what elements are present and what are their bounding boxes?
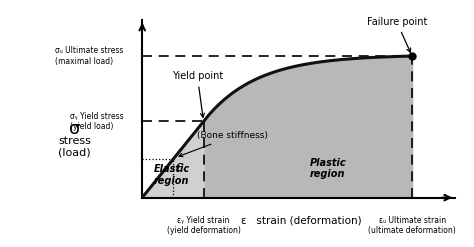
Text: Plastic
region: Plastic region xyxy=(310,158,346,179)
Text: Yield point: Yield point xyxy=(172,71,223,117)
Text: σᵧ Yield stress
(yield load): σᵧ Yield stress (yield load) xyxy=(70,112,124,131)
Text: σᵤ Ultimate stress
(maximal load): σᵤ Ultimate stress (maximal load) xyxy=(55,46,124,66)
Text: ε   strain (deformation): ε strain (deformation) xyxy=(241,216,362,226)
Text: σ: σ xyxy=(69,120,81,138)
Text: Failure point: Failure point xyxy=(366,17,427,52)
Text: E: E xyxy=(176,163,182,173)
Text: εᵤ Ultimate strain
(ultimate deformation): εᵤ Ultimate strain (ultimate deformation… xyxy=(368,216,456,235)
Text: (Bone stiffness): (Bone stiffness) xyxy=(179,131,268,157)
Text: Elastic
region: Elastic region xyxy=(154,164,190,185)
Text: stress
(load): stress (load) xyxy=(58,136,91,158)
Text: εᵧ Yield strain
(yield deformation): εᵧ Yield strain (yield deformation) xyxy=(166,216,240,235)
